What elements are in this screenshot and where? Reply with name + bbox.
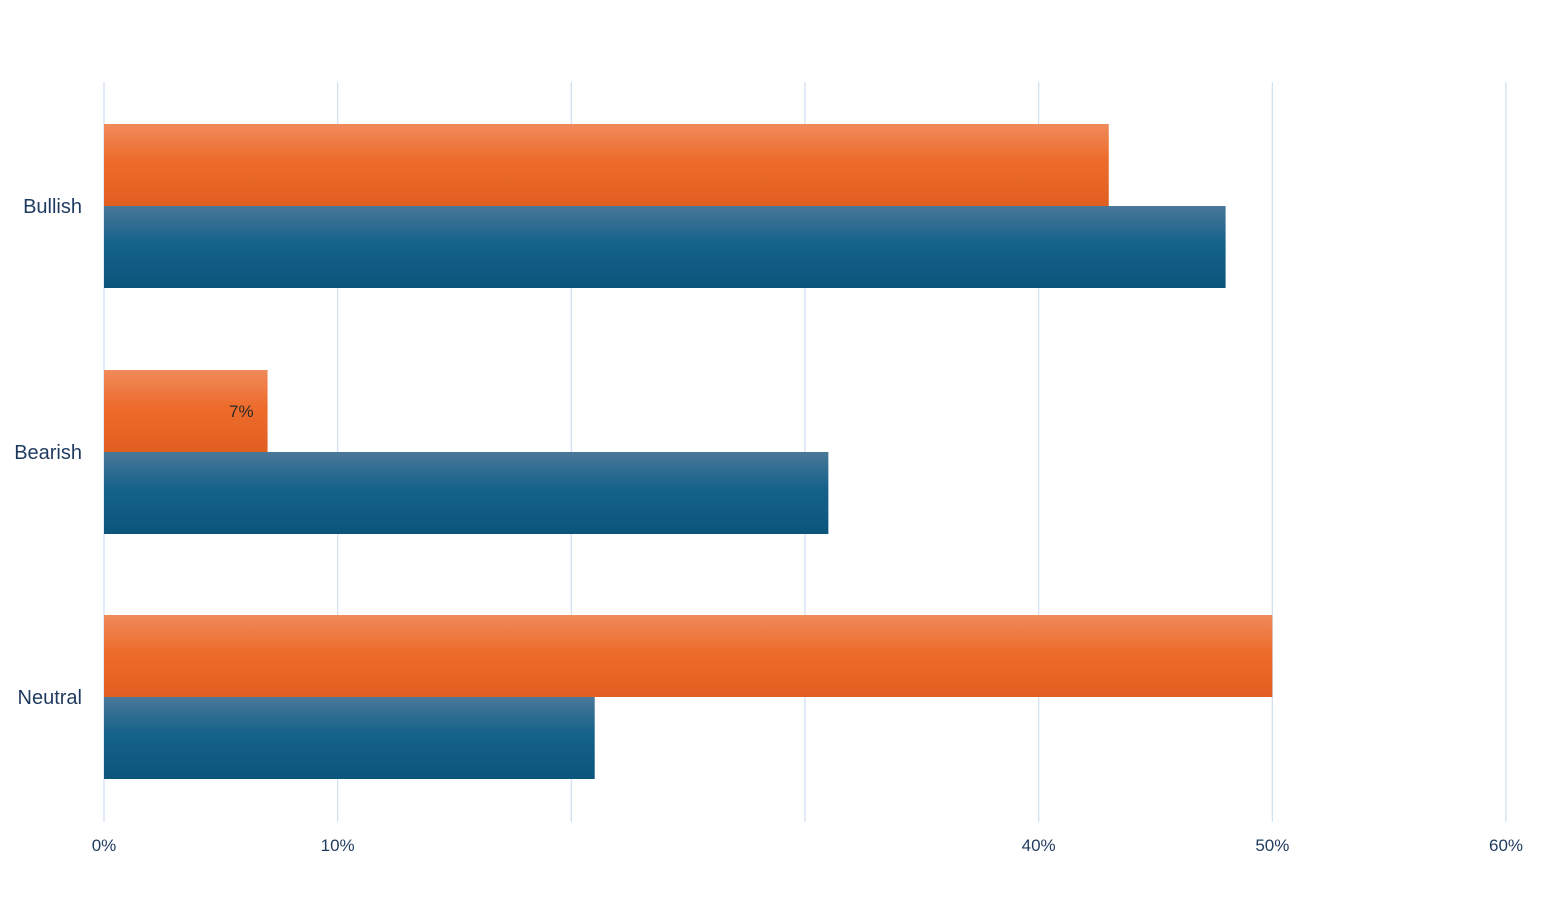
bars [104,124,1273,779]
data-labels: 7% [229,402,254,421]
bar-bullish-series-1 [104,124,1109,206]
x-tick-label: 60% [1489,836,1523,855]
x-axis-tick-labels: 0% 10% 40% 50% 60% [92,836,1523,855]
category-label-neutral: Neutral [18,687,82,709]
bar-bearish-series-2 [104,452,829,534]
category-labels: Bullish Bearish Neutral [14,196,82,709]
x-tick-label: 10% [321,836,355,855]
category-label-bearish: Bearish [14,442,82,464]
data-label-bearish: 7% [229,402,254,421]
x-tick-label: 40% [1022,836,1056,855]
bar-neutral-series-1 [104,615,1273,697]
category-label-bullish: Bullish [23,196,82,218]
bar-bearish-series-1 [104,370,268,452]
x-tick-label: 0% [92,836,117,855]
bar-bullish-series-2 [104,206,1226,288]
bar-neutral-series-2 [104,697,595,779]
x-tick-label: 50% [1255,836,1289,855]
